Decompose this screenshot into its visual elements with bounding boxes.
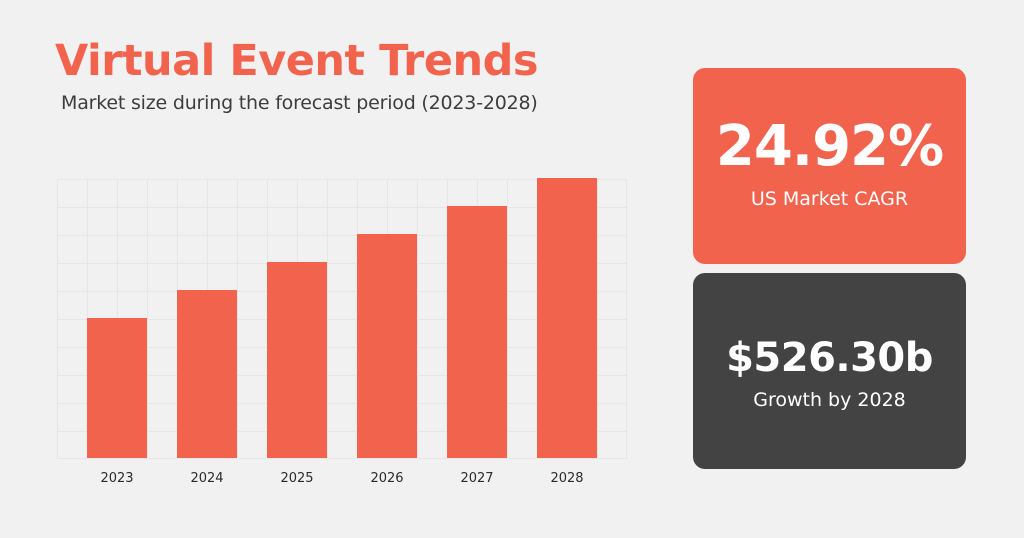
- bar-2026: [357, 234, 417, 458]
- x-label-2028: 2028: [550, 471, 584, 486]
- page-title: Virtual Event Trends: [55, 36, 539, 86]
- growth-label: Growth by 2028: [753, 389, 906, 411]
- x-label-2027: 2027: [460, 471, 494, 486]
- bar-2025: [267, 262, 327, 458]
- x-label-2024: 2024: [190, 471, 224, 486]
- cagr-value: 24.92%: [715, 114, 944, 179]
- bar-chart: [57, 178, 627, 459]
- cagr-label: US Market CAGR: [750, 188, 909, 210]
- growth-card: $526.30b Growth by 2028: [693, 273, 966, 469]
- page-subtitle: Market size during the forecast period (…: [61, 92, 538, 114]
- bar-2023: [87, 318, 147, 458]
- x-label-2025: 2025: [280, 471, 314, 486]
- growth-value: $526.30b: [726, 335, 933, 381]
- x-label-2026: 2026: [370, 471, 404, 486]
- cagr-card: 24.92% US Market CAGR: [693, 68, 966, 264]
- x-label-2023: 2023: [100, 471, 134, 486]
- bar-2024: [177, 290, 237, 458]
- bar-2027: [447, 206, 507, 458]
- bar-2028: [537, 178, 597, 458]
